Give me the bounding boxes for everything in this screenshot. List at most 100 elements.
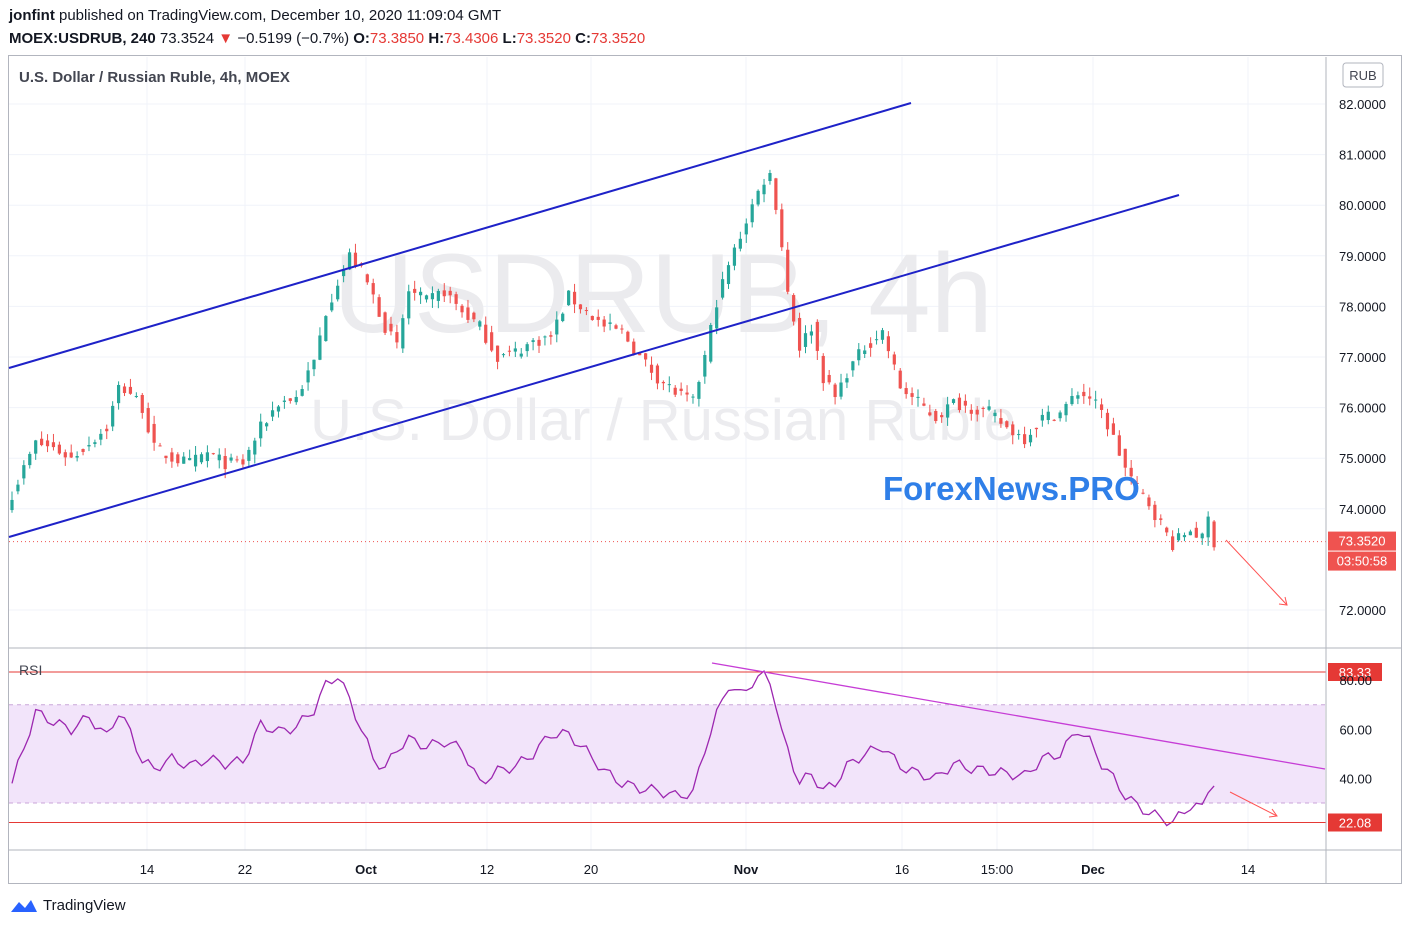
candle-body xyxy=(596,316,600,320)
candle-body xyxy=(874,339,879,341)
publisher-name[interactable]: jonfint xyxy=(9,7,55,24)
price-arrow-head xyxy=(1278,596,1288,606)
candle-body xyxy=(1188,531,1192,536)
candle-body xyxy=(353,252,358,267)
price-tick-label: 74.0000 xyxy=(1339,502,1386,517)
chart-frame xyxy=(8,55,1402,884)
candle-body xyxy=(454,294,458,304)
candle-body xyxy=(703,354,707,377)
candle-body xyxy=(803,333,808,347)
candle-body xyxy=(448,290,452,296)
candle-body xyxy=(525,344,529,352)
candle-body xyxy=(401,318,405,349)
candle-body xyxy=(578,304,583,310)
candle-body xyxy=(312,359,316,370)
candle-body xyxy=(501,354,506,356)
time-tick-label: Nov xyxy=(734,862,759,877)
candle-body xyxy=(1011,424,1015,436)
candle-body xyxy=(1046,411,1050,420)
candle-body xyxy=(199,454,204,463)
candle-body xyxy=(507,350,512,352)
time-tick-label: 20 xyxy=(584,862,598,877)
watermark-name: U.S. Dollar / Russian Ruble xyxy=(310,388,1016,453)
candle-body xyxy=(519,353,523,357)
currency-badge[interactable] xyxy=(1342,62,1384,88)
candle-body xyxy=(205,452,210,462)
time-tick-label: 14 xyxy=(140,862,154,877)
candle-body xyxy=(460,305,464,313)
time-tick-label: 12 xyxy=(480,862,494,877)
candle-body xyxy=(235,459,239,461)
candle-body xyxy=(555,319,559,335)
candle-body xyxy=(253,440,257,455)
candle-body xyxy=(407,291,411,319)
candle-body xyxy=(1105,412,1110,430)
candle-body xyxy=(176,454,180,464)
candle-body xyxy=(922,403,926,406)
candle-body xyxy=(371,283,375,295)
candle-body xyxy=(951,399,956,404)
candle-body xyxy=(975,409,979,415)
candle-body xyxy=(1070,396,1074,405)
candle-body xyxy=(182,456,186,464)
candle-body xyxy=(217,454,221,461)
candle-body xyxy=(128,386,133,394)
candle-body xyxy=(679,388,683,391)
rsi-arrow-head xyxy=(1268,808,1278,818)
candle-body xyxy=(1082,391,1086,397)
open-label: O: xyxy=(353,30,370,47)
candle-body xyxy=(395,332,399,343)
rsi-level-tag-text: 83.33 xyxy=(1339,665,1372,680)
candle-body xyxy=(158,445,162,447)
candle-body xyxy=(815,321,819,351)
candle-body xyxy=(472,312,476,320)
candle-body xyxy=(691,396,695,398)
candle-body xyxy=(845,378,849,383)
time-tick-label: Oct xyxy=(355,862,377,877)
candle-body xyxy=(833,384,837,398)
close-value: 73.3520 xyxy=(590,30,646,47)
candle-body xyxy=(40,438,44,446)
candle-body xyxy=(342,269,346,277)
candle-body xyxy=(10,499,14,511)
candle-body xyxy=(821,355,825,384)
candle-body xyxy=(51,442,56,448)
rsi-tick-label: 40.00 xyxy=(1339,771,1372,786)
candle-body xyxy=(1117,435,1121,456)
symbol-label: MOEX:USDRUB, 240 xyxy=(9,30,156,47)
candle-body xyxy=(590,315,594,320)
candle-body xyxy=(306,370,310,383)
candle-body xyxy=(1040,414,1044,421)
candle-body xyxy=(383,312,387,333)
price-tick-label: 79.0000 xyxy=(1339,249,1386,264)
candle-body xyxy=(34,440,38,454)
candle-body xyxy=(265,423,269,427)
candle-body xyxy=(934,410,938,422)
candle-body xyxy=(869,343,873,348)
candle-body xyxy=(1165,527,1169,533)
candle-body xyxy=(478,321,482,327)
candle-body xyxy=(626,331,630,342)
price-tick-label: 78.0000 xyxy=(1339,299,1386,314)
candle-body xyxy=(667,384,671,386)
candle-body xyxy=(531,340,535,343)
candle-body xyxy=(957,397,962,411)
candle-body xyxy=(365,274,369,283)
candle-body xyxy=(981,407,985,409)
candle-body xyxy=(602,319,606,327)
footer-brand[interactable]: TradingView xyxy=(9,897,126,914)
candle-body xyxy=(1135,482,1139,484)
rsi-arrow-line xyxy=(1229,791,1278,817)
candle-body xyxy=(561,313,565,322)
candle-body xyxy=(229,457,233,461)
candle-body xyxy=(87,444,91,447)
candle-body xyxy=(1005,421,1009,428)
candle-body xyxy=(863,350,867,354)
candle-body xyxy=(495,345,500,362)
low-label: L: xyxy=(502,30,517,47)
candle-body xyxy=(738,238,742,249)
candle-body xyxy=(786,249,790,292)
candle-body xyxy=(318,335,322,360)
candle-body xyxy=(288,398,292,401)
